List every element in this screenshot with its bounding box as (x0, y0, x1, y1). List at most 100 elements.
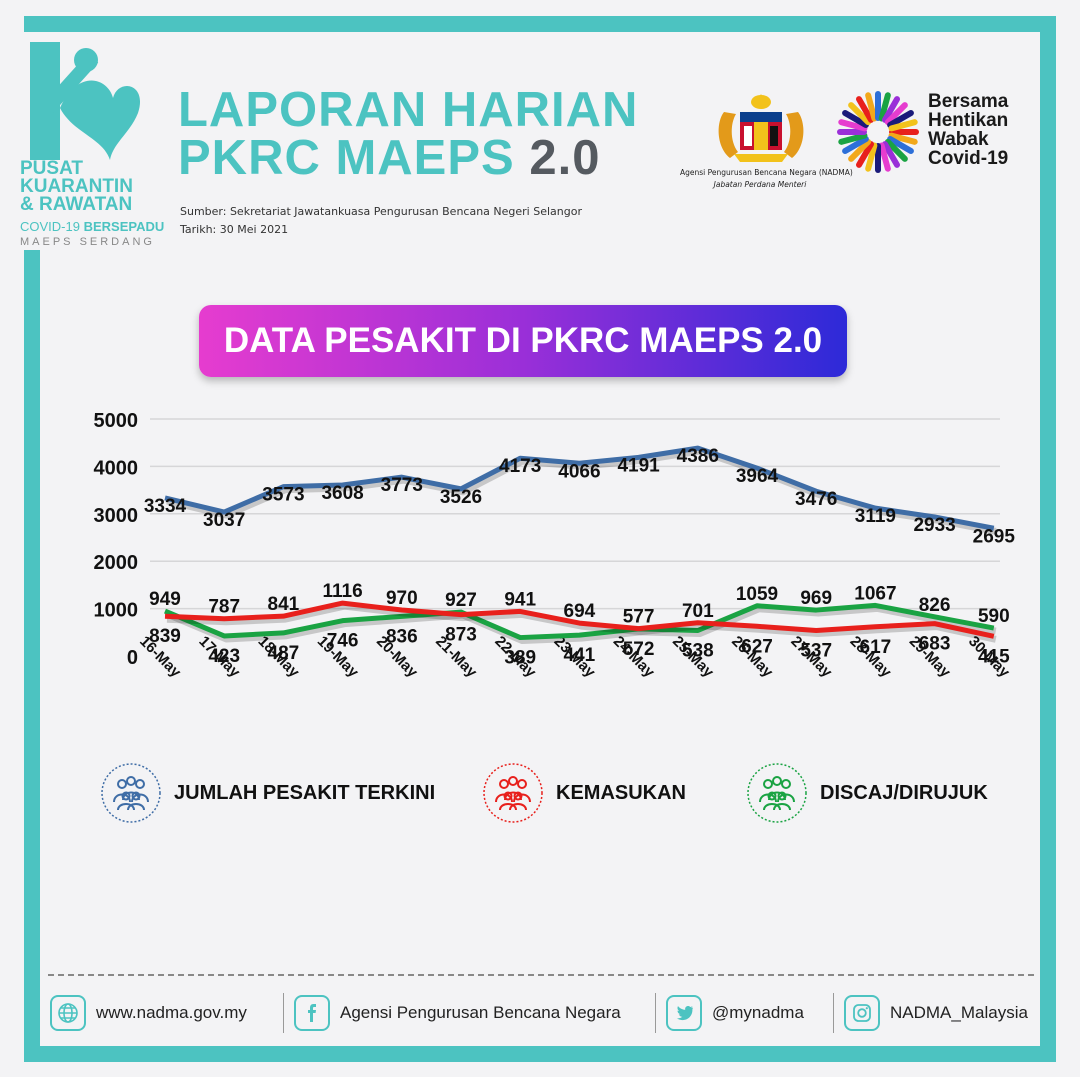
data-label: 836 (386, 626, 418, 647)
data-label: 3476 (795, 489, 837, 510)
burst-ray (882, 96, 900, 123)
data-label: 3964 (736, 466, 779, 487)
logo-line2: KUARANTIN (20, 176, 133, 197)
data-label: 627 (741, 636, 773, 657)
agency-department: Jabatan Perdana Menteri (713, 180, 807, 189)
campaign-burst-icon (837, 91, 919, 173)
footer-separator (833, 993, 834, 1033)
logo-line3: & RAWATAN (20, 194, 133, 215)
logo-sub-b: BERSEPADU (83, 219, 165, 234)
burst-ray (865, 142, 878, 172)
people-group-green-icon (747, 763, 807, 823)
data-label: 2695 (973, 526, 1016, 547)
burst-ray (878, 92, 891, 122)
y-tick-label: 3000 (94, 505, 139, 527)
data-label: 537 (800, 641, 832, 662)
y-tick-label: 5000 (94, 410, 139, 432)
data-label: 3573 (262, 485, 304, 506)
burst-ray (856, 141, 874, 168)
logo-line1: PUSAT (20, 158, 83, 179)
title-version: 2.0 (529, 131, 601, 185)
data-label: 841 (268, 594, 300, 615)
page-title-line2: PKRC MAEPS 2.0 (178, 130, 600, 186)
footer-divider (48, 974, 1034, 976)
data-label: 787 (208, 597, 240, 618)
globe-icon (50, 995, 86, 1031)
burst-ray (842, 136, 869, 154)
campaign-line3: Wabak (928, 129, 989, 150)
twitter-icon (666, 995, 702, 1031)
series-line (164, 602, 995, 641)
footer-separator (283, 993, 284, 1033)
logo-subtitle: COVID-19 BERSEPADU (20, 219, 164, 234)
campaign-line4: Covid-19 (928, 148, 1009, 169)
data-label: 4066 (558, 461, 600, 482)
people-group-blue-icon (101, 763, 161, 823)
logo-text: PUSAT KUARANTIN & RAWATAN (20, 158, 160, 215)
footer-twitter[interactable]: @mynadma (666, 993, 804, 1033)
frame-right (1040, 16, 1056, 1062)
data-label: 1059 (736, 584, 778, 605)
data-label: 746 (327, 631, 359, 652)
series-shadow (165, 604, 997, 645)
footer-separator (655, 993, 656, 1033)
frame-left (24, 250, 40, 1062)
data-label: 441 (564, 645, 596, 666)
data-label: 538 (682, 640, 714, 661)
data-label: 3526 (440, 487, 482, 508)
data-label: 970 (386, 588, 418, 609)
burst-ray (856, 96, 874, 123)
burst-ray (884, 102, 908, 126)
data-label: 4173 (499, 456, 541, 477)
legend-total: JUMLAH PESAKIT TERKINI (100, 758, 435, 828)
logo-location: MAEPS SERDANG (20, 236, 155, 248)
facebook-link[interactable]: Agensi Pengurusan Bencana Negara (340, 1003, 621, 1022)
twitter-handle[interactable]: @mynadma (712, 1003, 804, 1022)
campaign-line1: Bersama (928, 91, 1009, 112)
data-label: 4191 (617, 455, 660, 476)
data-label: 839 (149, 626, 181, 647)
y-tick-label: 0 (127, 647, 138, 669)
campaign-text: Bersama Hentikan Wabak Covid-19 (928, 92, 1008, 168)
instagram-icon (844, 995, 880, 1031)
frame-top (24, 16, 1056, 32)
data-label: 2933 (913, 515, 955, 536)
legend-discharged-label: DISCAJ/DIRUJUK (820, 781, 988, 804)
data-label: 3608 (321, 483, 363, 504)
data-label: 423 (208, 646, 240, 667)
data-label: 487 (268, 643, 300, 664)
data-label: 590 (978, 606, 1010, 627)
data-label: 1116 (323, 581, 363, 602)
footer-instagram[interactable]: NADMA_Malaysia (844, 993, 1028, 1033)
data-label: 927 (445, 590, 477, 611)
data-label: 577 (623, 607, 655, 628)
data-label: 415 (978, 646, 1010, 667)
data-label: 572 (623, 639, 655, 660)
data-label: 3773 (381, 475, 423, 496)
burst-ray (888, 132, 918, 145)
data-label: 389 (504, 648, 536, 669)
burst-ray (887, 136, 914, 154)
campaign-line2: Hentikan (928, 110, 1009, 131)
burst-ray (865, 92, 878, 122)
footer-website[interactable]: www.nadma.gov.my (50, 993, 247, 1033)
website-link[interactable]: www.nadma.gov.my (96, 1003, 247, 1022)
data-label: 969 (800, 588, 832, 609)
data-label: 1067 (854, 583, 896, 604)
y-tick-label: 2000 (94, 552, 139, 574)
pkrc-logo-icon (30, 42, 141, 160)
title-name: PKRC MAEPS (178, 131, 530, 185)
footer-facebook[interactable]: Agensi Pengurusan Bencana Negara (294, 993, 621, 1033)
burst-ray (842, 110, 869, 128)
coat-of-arms-icon (718, 94, 804, 162)
data-label: 949 (149, 589, 181, 610)
data-label: 3119 (855, 506, 896, 527)
people-group-red-icon (483, 763, 543, 823)
frame-bottom (24, 1046, 1056, 1062)
series-line (164, 600, 995, 639)
instagram-handle[interactable]: NADMA_Malaysia (890, 1003, 1028, 1022)
burst-ray (887, 110, 914, 128)
burst-ray (878, 142, 891, 172)
series-line (164, 445, 995, 531)
